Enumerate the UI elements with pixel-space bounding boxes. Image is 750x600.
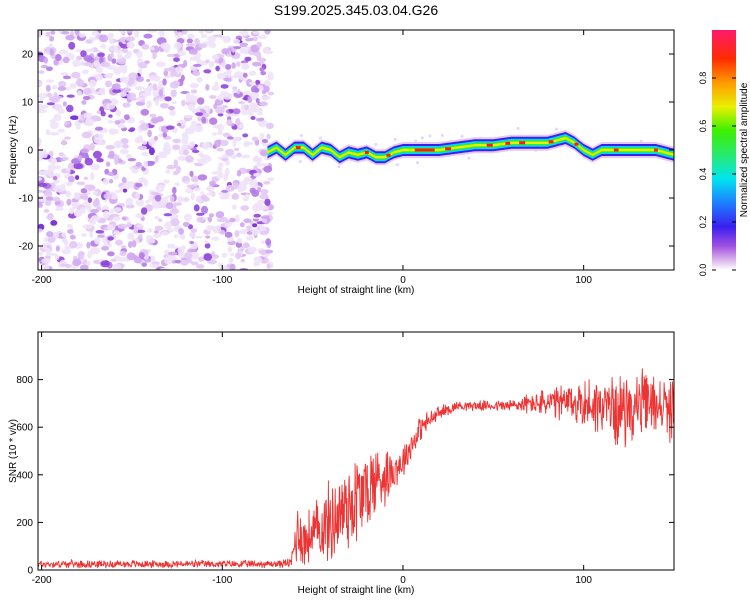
spectrogram-xlabel: Height of straight line (km) — [298, 285, 415, 296]
snr-panel: -200 -100 0 100 0 200 400 600 800 Height of stra… — [8, 331, 675, 596]
y-tick-label: 20 — [22, 50, 34, 61]
snr-content — [38, 368, 674, 570]
colorbar-ticks: 0.0 0.2 0.4 0.6 0.8 — [698, 72, 736, 277]
ridge-peak — [486, 143, 493, 147]
ridge-peak — [613, 148, 619, 152]
snr-ticks: -200 -100 0 100 0 200 400 600 800 — [16, 332, 674, 586]
y-tick-label: 0 — [27, 566, 33, 577]
colorbar-label: Normalized spectral amplitude — [739, 82, 750, 217]
ridge-peak — [364, 150, 369, 154]
ridge-yellow — [267, 136, 674, 159]
ridge-peak — [445, 147, 452, 151]
ridge-peak — [386, 153, 391, 157]
y-tick-label: 10 — [22, 98, 34, 109]
colorbar-tick-label: 0.0 — [698, 264, 708, 277]
ridge-band — [267, 130, 674, 166]
colorbar-tick-label: 0.2 — [698, 216, 708, 229]
figure-title: S199.2025.345.03.04.G26 — [274, 2, 438, 18]
ridge-peak — [574, 142, 579, 146]
y-tick-label: -20 — [19, 242, 34, 253]
x-tick-label: -100 — [212, 575, 232, 586]
x-tick-label: -200 — [32, 575, 52, 586]
y-tick-label: 0 — [27, 146, 33, 157]
x-tick-label: 0 — [400, 575, 406, 586]
y-tick-label: 800 — [16, 375, 33, 386]
ridge-peak — [414, 148, 435, 152]
x-tick-label: -100 — [212, 275, 232, 286]
snr-line — [38, 368, 674, 570]
x-tick-label: -200 — [32, 275, 52, 286]
ridge-peak — [519, 141, 526, 145]
x-tick-label: 100 — [575, 575, 592, 586]
x-tick-label: 100 — [575, 275, 592, 286]
colorbar-gradient — [712, 30, 736, 270]
colorbar-tick-label: 0.4 — [698, 168, 708, 181]
snr-frame — [37, 331, 675, 571]
colorbar-tick-label: 0.6 — [698, 120, 708, 133]
ridge-peak — [505, 141, 511, 145]
x-tick-label: 0 — [400, 275, 406, 286]
spectrogram-ylabel: Frequency (Hz) — [8, 116, 19, 185]
ridge-peak — [653, 148, 658, 152]
snr-xlabel: Height of straight line (km) — [298, 585, 415, 596]
y-tick-label: 400 — [16, 470, 33, 481]
y-tick-label: 200 — [16, 518, 33, 529]
colorbar: 0.0 0.2 0.4 0.6 0.8 Normalized spectral ampl… — [698, 30, 750, 276]
snr-ylabel: SNR (10 * v/v) — [8, 419, 19, 483]
ridge-peak — [295, 146, 301, 150]
spectrogram-content — [38, 30, 674, 270]
colorbar-tick-label: 0.8 — [698, 72, 708, 85]
noise-blobs — [38, 30, 643, 270]
y-tick-label: -10 — [19, 194, 34, 205]
y-tick-label: 600 — [16, 423, 33, 434]
ridge-peak — [548, 140, 554, 144]
